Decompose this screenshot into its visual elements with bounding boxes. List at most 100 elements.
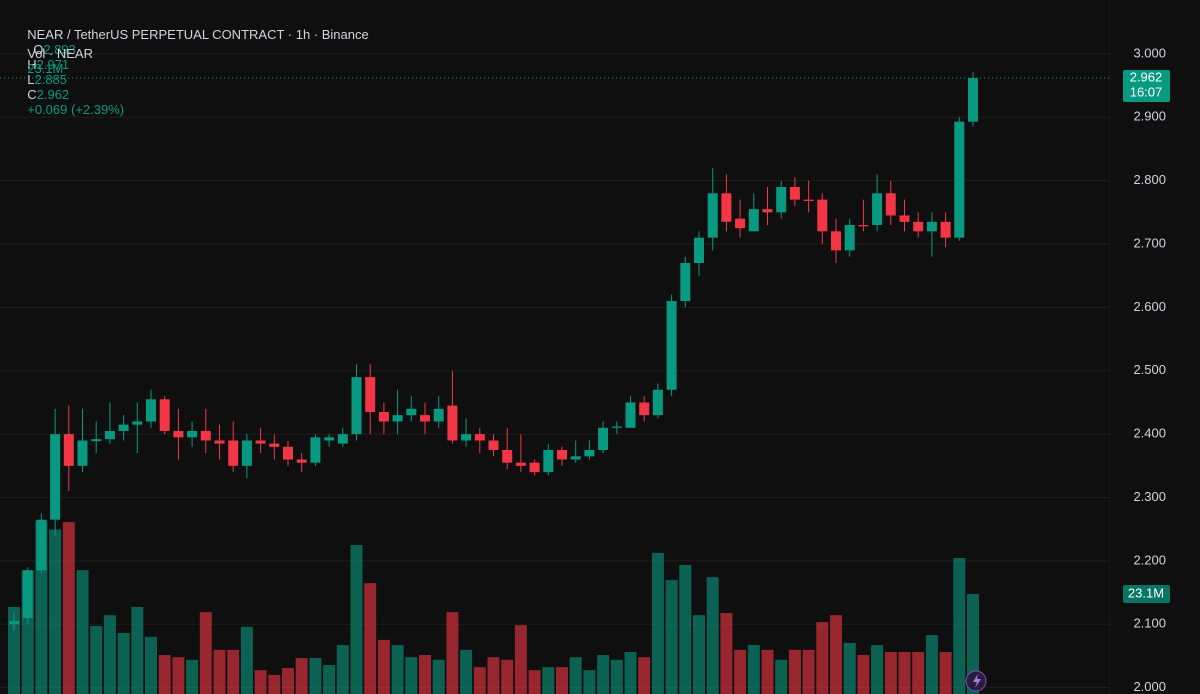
change: +0.069 (+2.39%)	[27, 102, 125, 117]
volume-bar	[213, 649, 226, 694]
volume-bar	[830, 615, 842, 694]
candle-body	[954, 121, 965, 238]
candle-body	[570, 456, 581, 460]
candle-body	[159, 399, 170, 431]
y-tick-label: 2.900	[1133, 109, 1166, 124]
volume-bar	[8, 606, 20, 694]
volume-bar	[336, 645, 349, 694]
y-tick-label: 2.100	[1133, 616, 1166, 631]
candle-body	[735, 218, 746, 229]
candle-body	[639, 402, 650, 416]
y-tick-label: 2.700	[1133, 235, 1166, 250]
volume-bar	[720, 613, 733, 694]
y-tick-label: 2.600	[1133, 299, 1166, 314]
candle-body	[378, 411, 389, 422]
candle-body	[748, 209, 759, 232]
candle-body	[118, 424, 129, 431]
candle-body	[406, 408, 417, 416]
volume-bar	[446, 612, 459, 694]
candle-body	[625, 402, 636, 428]
candle-body	[63, 434, 74, 466]
alert-bolt	[973, 674, 981, 688]
volume-tag	[1123, 584, 1170, 603]
candle-body	[392, 415, 403, 422]
volume-bar	[665, 580, 678, 694]
candle-body	[461, 434, 472, 441]
volume-bar	[843, 642, 856, 694]
candle-body	[91, 439, 102, 442]
volume-bar	[597, 655, 610, 694]
volume-bar	[473, 667, 486, 694]
candle-body	[515, 462, 526, 466]
volume-bar	[556, 667, 568, 694]
candle-body	[968, 77, 978, 122]
candle-body	[269, 443, 280, 447]
volume-bar	[651, 552, 664, 694]
volume-tag-value: 23.1M	[1128, 585, 1164, 600]
volume-bar	[925, 635, 938, 694]
candle-body	[899, 215, 910, 222]
o-value: 2.893	[43, 42, 76, 57]
y-tick-label: 2.300	[1133, 489, 1166, 504]
symbol-title: NEAR / TetherUS PERPETUAL CONTRACT · 1h …	[27, 27, 369, 42]
candle-body	[474, 434, 485, 441]
candle-body	[913, 221, 924, 232]
volume-bar	[788, 649, 801, 694]
volume-bar	[884, 651, 897, 694]
volume-bar	[268, 674, 281, 694]
volume-bar	[158, 655, 171, 694]
volume-bar	[898, 651, 911, 694]
candle-body	[173, 430, 184, 438]
volume-bar	[145, 636, 157, 694]
countdown: 16:07	[1130, 84, 1163, 99]
volume-bar	[542, 667, 555, 694]
y-tick-label: 2.200	[1133, 552, 1166, 567]
volume-bar	[912, 651, 925, 694]
volume-bar	[419, 655, 431, 694]
volume-bar	[569, 657, 582, 694]
candle-body	[50, 434, 61, 520]
o-label: O	[33, 42, 44, 57]
candle-body	[420, 415, 430, 422]
candle-body	[707, 193, 718, 238]
volume-bar	[254, 670, 267, 694]
candle-body	[885, 193, 896, 216]
volume-bar	[624, 651, 637, 694]
volume-bar	[460, 649, 473, 694]
candle-body	[529, 462, 540, 473]
volume-line: Vol · NEAR 23.1M	[20, 31, 96, 76]
volume-bar	[199, 612, 212, 694]
candle-body	[831, 231, 841, 251]
volume-bar	[693, 615, 705, 694]
candle-body	[844, 224, 855, 251]
volume-bar	[939, 651, 952, 694]
candle-body	[132, 421, 143, 425]
candle-body	[721, 193, 732, 222]
volume-bar	[186, 659, 199, 694]
candle-body	[543, 449, 554, 473]
volume-bar	[487, 657, 500, 694]
candle-body	[365, 377, 376, 412]
candle-body	[351, 377, 362, 435]
header-line: NEAR / TetherUS PERPETUAL CONTRACT · 1h …	[20, 12, 372, 117]
volume-bar	[638, 657, 651, 694]
candle-body	[146, 399, 156, 422]
candle-body	[872, 193, 883, 225]
volume-bar	[295, 658, 308, 694]
volume-bar	[706, 577, 719, 694]
candle-body	[680, 263, 691, 302]
candle-body	[36, 519, 47, 571]
y-tick-label: 3.000	[1133, 45, 1166, 60]
volume-bar	[610, 659, 623, 694]
volume-name: Vol · NEAR	[27, 46, 93, 61]
price-tag	[1123, 69, 1170, 102]
volume-bar	[871, 645, 884, 694]
candle-body	[447, 405, 458, 441]
candle-body	[598, 427, 609, 450]
volume-bar	[76, 570, 89, 694]
y-tick-label: 2.000	[1133, 679, 1166, 694]
candle-body	[611, 426, 622, 428]
